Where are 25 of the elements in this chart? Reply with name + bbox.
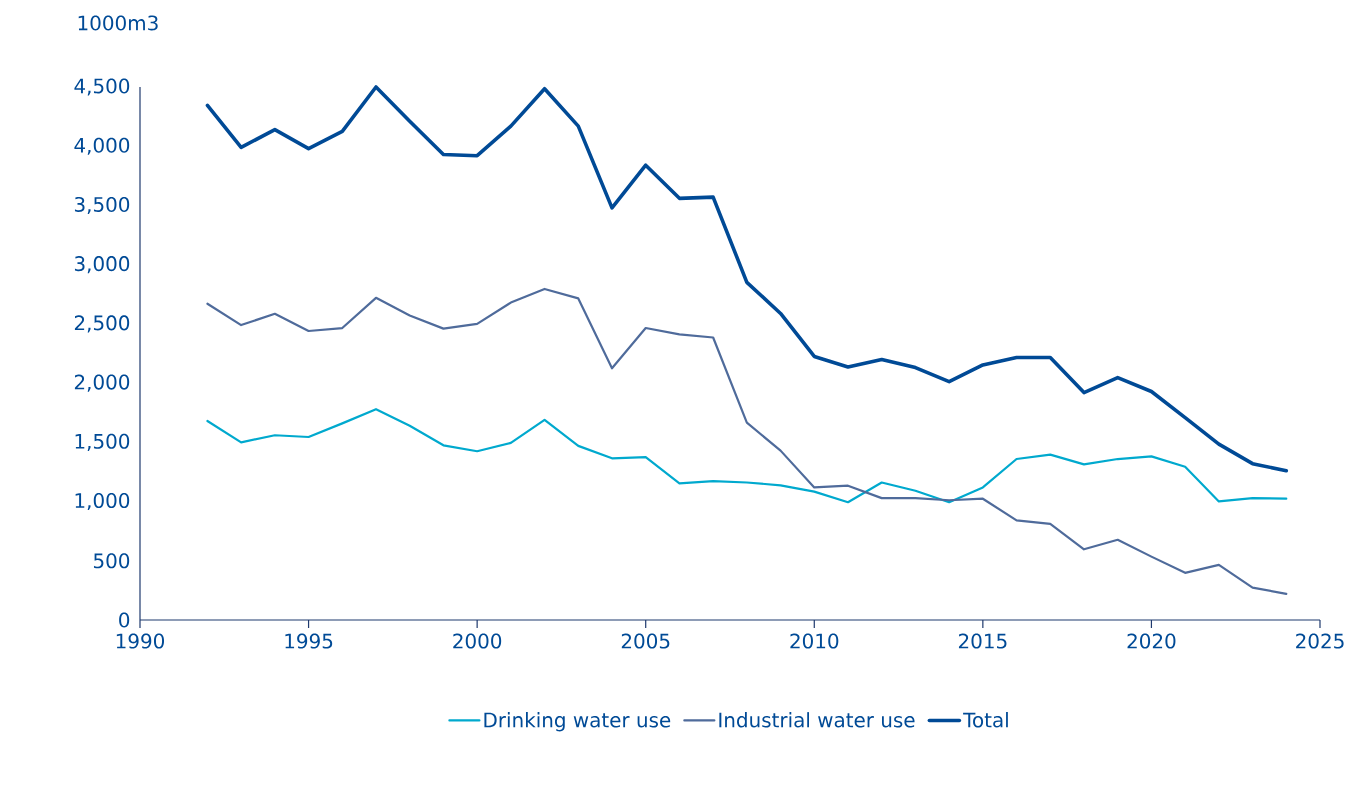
legend-label: Industrial water use <box>719 712 915 728</box>
x-tick-label: 2025 <box>1296 633 1344 649</box>
line-series <box>206 408 1288 504</box>
y-tick-label: 4,500 <box>74 78 130 96</box>
x-tick-label: 1990 <box>116 633 165 649</box>
y-tick-label: 2,000 <box>74 374 130 392</box>
x-tick-label: 2000 <box>453 633 502 649</box>
y-tick-label: 3,000 <box>74 256 130 274</box>
y-tick-label: 2,500 <box>74 315 130 333</box>
x-tick-label: 2020 <box>1127 633 1176 649</box>
x-tick-label: 2005 <box>621 633 670 649</box>
x-tick-label: 2015 <box>958 633 1007 649</box>
y-axis-title: 1000m3 <box>78 15 158 31</box>
y-tick-label: 500 <box>93 553 130 569</box>
legend-label: Drinking water use <box>484 712 671 732</box>
line-series <box>205 85 1289 473</box>
y-tick-label: 3,500 <box>74 196 130 214</box>
y-tick-label: 1,500 <box>75 433 130 451</box>
x-tick-label: 2010 <box>790 633 839 649</box>
y-tick-label: 1,000 <box>75 493 130 511</box>
y-tick-label: 0 <box>119 612 130 628</box>
legend-label: Total <box>963 712 1008 728</box>
line-series <box>206 287 1288 595</box>
x-tick-label: 1995 <box>285 633 333 649</box>
y-tick-label: 4,000 <box>74 137 130 155</box>
